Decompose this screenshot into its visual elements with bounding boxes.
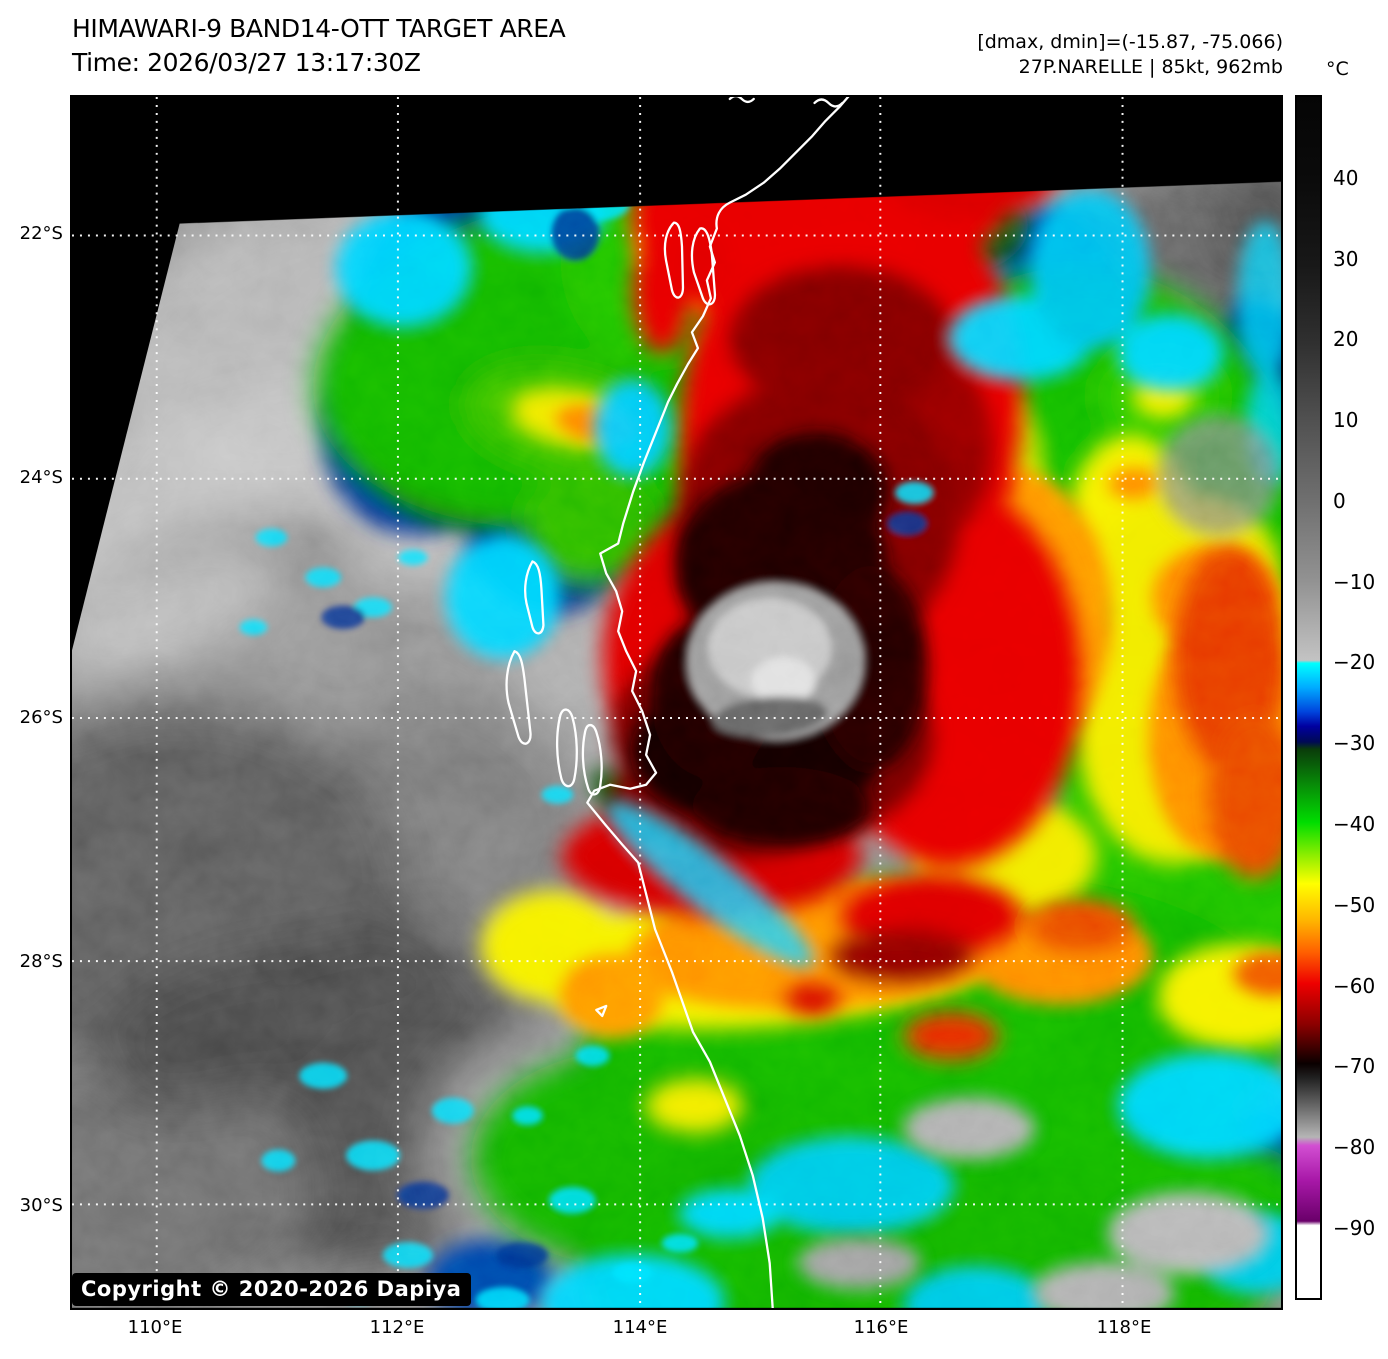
colorbar-tick-label: 10 — [1333, 408, 1359, 432]
lon-tick-label: 110°E — [127, 1317, 183, 1338]
colorbar-tick-label: 40 — [1333, 166, 1359, 190]
lon-tick-label: 118°E — [1096, 1317, 1152, 1338]
lat-tick-label: 22°S — [19, 223, 63, 244]
colorbar-tick-label: −20 — [1333, 650, 1376, 674]
title-block: HIMAWARI-9 BAND14-OTT TARGET AREA Time: … — [72, 12, 566, 80]
colorbar-tick-label: −90 — [1333, 1216, 1376, 1240]
colorbar-unit-label: °C — [1326, 58, 1349, 80]
colorbar-tick-label: 20 — [1333, 327, 1359, 351]
colorbar-tick-label: −50 — [1333, 893, 1376, 917]
info-block: [dmax, dmin]=(-15.87, -75.066) 27P.NAREL… — [977, 30, 1283, 80]
figure-title: HIMAWARI-9 BAND14-OTT TARGET AREA — [72, 14, 566, 43]
colorbar-tick-label: −10 — [1333, 570, 1376, 594]
dmax-dmin-readout: [dmax, dmin]=(-15.87, -75.066) — [977, 31, 1283, 53]
colorbar-tick-label: −70 — [1333, 1054, 1376, 1078]
lat-tick-label: 30°S — [19, 1195, 63, 1216]
colorbar-tick-label: −40 — [1333, 812, 1376, 836]
coastline — [505, 97, 850, 1308]
figure-timestamp: Time: 2026/03/27 13:17:30Z — [72, 48, 421, 77]
lon-tick-label: 116°E — [853, 1317, 909, 1338]
satellite-imagery — [72, 97, 1281, 1308]
copyright-label: Copyright © 2020-2026 Dapiya — [72, 1273, 472, 1306]
colorbar-tick-label: 0 — [1333, 489, 1346, 513]
lon-tick-label: 114°E — [612, 1317, 668, 1338]
lat-tick-label: 26°S — [19, 707, 63, 728]
lat-tick-label: 28°S — [19, 951, 63, 972]
colorbar-tick-label: −60 — [1333, 974, 1376, 998]
storm-info: 27P.NARELLE | 85kt, 962mb — [1018, 56, 1283, 78]
lon-tick-label: 112°E — [369, 1317, 425, 1338]
colorbar-tick-label: −80 — [1333, 1135, 1376, 1159]
temperature-colorbar — [1295, 95, 1322, 1300]
lat-tick-label: 24°S — [19, 467, 63, 488]
colorbar-tick-label: −30 — [1333, 731, 1376, 755]
colorbar-tick-label: 30 — [1333, 247, 1359, 271]
satellite-map: Copyright © 2020-2026 Dapiya — [70, 95, 1283, 1310]
